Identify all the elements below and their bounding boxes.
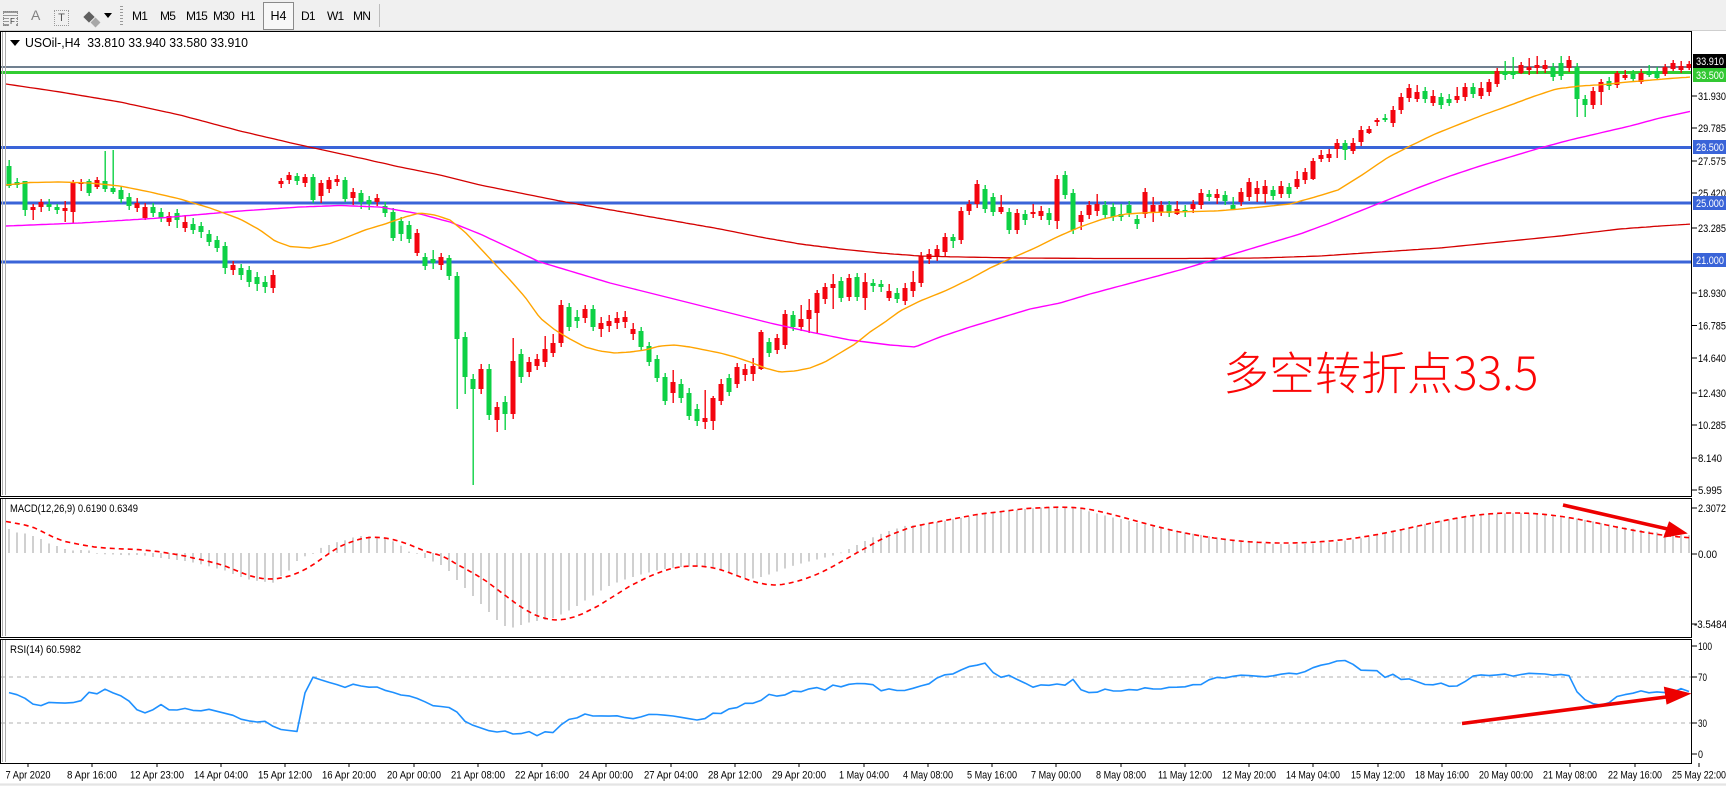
svg-text:27 Apr 04:00: 27 Apr 04:00 (644, 770, 698, 782)
svg-text:28.500: 28.500 (1696, 142, 1724, 154)
svg-text:30: 30 (1698, 718, 1707, 730)
svg-text:22 Apr 16:00: 22 Apr 16:00 (515, 770, 569, 782)
svg-text:28 Apr 12:00: 28 Apr 12:00 (708, 770, 762, 782)
svg-text:5 May 16:00: 5 May 16:00 (967, 770, 1017, 782)
svg-text:33.910: 33.910 (1696, 56, 1724, 68)
svg-text:MACD(12,26,9) 0.6190 0.6349: MACD(12,26,9) 0.6190 0.6349 (10, 503, 138, 515)
svg-text:25 May 22:00: 25 May 22:00 (1672, 770, 1726, 782)
svg-text:10.285: 10.285 (1698, 420, 1726, 432)
svg-text:7 Apr 2020: 7 Apr 2020 (6, 770, 51, 782)
svg-text:15 Apr 12:00: 15 Apr 12:00 (258, 770, 312, 782)
svg-text:20 Apr 00:00: 20 Apr 00:00 (387, 770, 441, 782)
svg-text:5.995: 5.995 (1698, 485, 1722, 497)
svg-text:20 May 00:00: 20 May 00:00 (1479, 770, 1533, 782)
svg-text:-3.5484: -3.5484 (1694, 619, 1726, 631)
svg-text:15 May 12:00: 15 May 12:00 (1351, 770, 1405, 782)
svg-text:29 Apr 20:00: 29 Apr 20:00 (772, 770, 826, 782)
svg-text:1 May 04:00: 1 May 04:00 (839, 770, 889, 782)
svg-text:14.640: 14.640 (1698, 353, 1726, 365)
svg-text:23.285: 23.285 (1698, 223, 1726, 235)
svg-text:8 May 08:00: 8 May 08:00 (1096, 770, 1146, 782)
svg-text:0: 0 (1698, 749, 1703, 761)
svg-text:0.00: 0.00 (1698, 549, 1717, 561)
svg-text:12 May 20:00: 12 May 20:00 (1222, 770, 1276, 782)
svg-text:14 May 04:00: 14 May 04:00 (1286, 770, 1340, 782)
svg-text:21.000: 21.000 (1696, 255, 1724, 267)
svg-text:4 May 08:00: 4 May 08:00 (903, 770, 953, 782)
svg-text:21 Apr 08:00: 21 Apr 08:00 (451, 770, 505, 782)
svg-text:USOil-,H4 33.810 33.940 33.58: USOil-,H4 33.810 33.940 33.580 33.910 (25, 36, 248, 50)
svg-text:22 May 16:00: 22 May 16:00 (1608, 770, 1662, 782)
svg-text:12.430: 12.430 (1698, 388, 1726, 400)
svg-text:18 May 16:00: 18 May 16:00 (1415, 770, 1469, 782)
svg-text:8 Apr 16:00: 8 Apr 16:00 (67, 770, 117, 782)
svg-text:2.3072: 2.3072 (1698, 503, 1726, 515)
svg-text:29.785: 29.785 (1698, 123, 1726, 135)
svg-text:100: 100 (1698, 641, 1712, 653)
svg-text:16 Apr 20:00: 16 Apr 20:00 (322, 770, 376, 782)
svg-text:21 May 08:00: 21 May 08:00 (1543, 770, 1597, 782)
svg-text:16.785: 16.785 (1698, 321, 1726, 333)
svg-text:24 Apr 00:00: 24 Apr 00:00 (579, 770, 633, 782)
svg-text:7 May 00:00: 7 May 00:00 (1031, 770, 1081, 782)
svg-text:12 Apr 23:00: 12 Apr 23:00 (130, 770, 184, 782)
svg-text:25.000: 25.000 (1696, 198, 1724, 210)
svg-text:RSI(14) 60.5982: RSI(14) 60.5982 (10, 644, 81, 656)
svg-text:27.575: 27.575 (1698, 156, 1726, 168)
svg-text:31.930: 31.930 (1698, 91, 1726, 103)
svg-text:70: 70 (1698, 672, 1707, 684)
svg-text:11 May 12:00: 11 May 12:00 (1158, 770, 1212, 782)
svg-text:18.930: 18.930 (1698, 288, 1726, 300)
svg-text:8.140: 8.140 (1698, 453, 1722, 465)
svg-text:14 Apr 04:00: 14 Apr 04:00 (194, 770, 248, 782)
svg-text:33.500: 33.500 (1696, 70, 1724, 82)
